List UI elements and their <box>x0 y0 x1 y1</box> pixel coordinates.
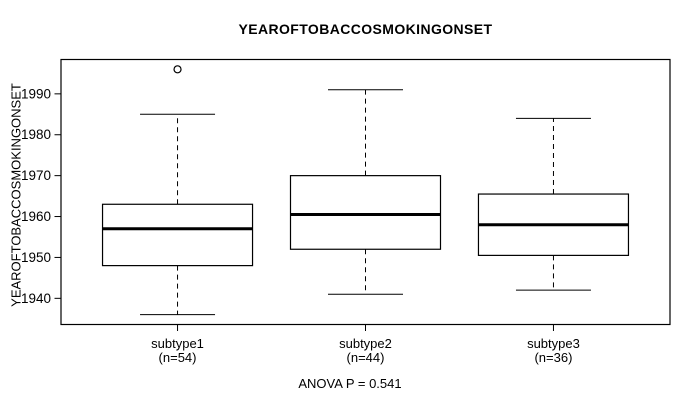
chart-title: YEAROFTOBACCOSMOKINGONSET <box>238 21 493 37</box>
y-tick-label: 1990 <box>21 86 51 101</box>
group-count-label: (n=44) <box>346 350 385 365</box>
group-label: subtype1 <box>151 336 204 351</box>
iqr-box <box>101 203 254 267</box>
group-count-label: (n=54) <box>158 350 197 365</box>
y-tick-label: 1950 <box>21 250 51 265</box>
x-group-label-subtype2: subtype2 (n=44) <box>286 337 446 365</box>
outlier-point <box>173 65 182 74</box>
y-tick-label: 1960 <box>21 209 51 224</box>
anova-annotation: ANOVA P = 0.541 <box>298 376 402 391</box>
iqr-box <box>289 175 442 250</box>
group-label: subtype3 <box>527 336 580 351</box>
y-tick-label: 1980 <box>21 127 51 142</box>
group-count-label: (n=36) <box>534 350 573 365</box>
y-tick-label: 1940 <box>21 291 51 306</box>
x-group-label-subtype3: subtype3 (n=36) <box>473 337 633 365</box>
x-group-label-subtype1: subtype1 (n=54) <box>98 337 258 365</box>
y-tick-label: 1970 <box>21 168 51 183</box>
group-label: subtype2 <box>339 336 392 351</box>
